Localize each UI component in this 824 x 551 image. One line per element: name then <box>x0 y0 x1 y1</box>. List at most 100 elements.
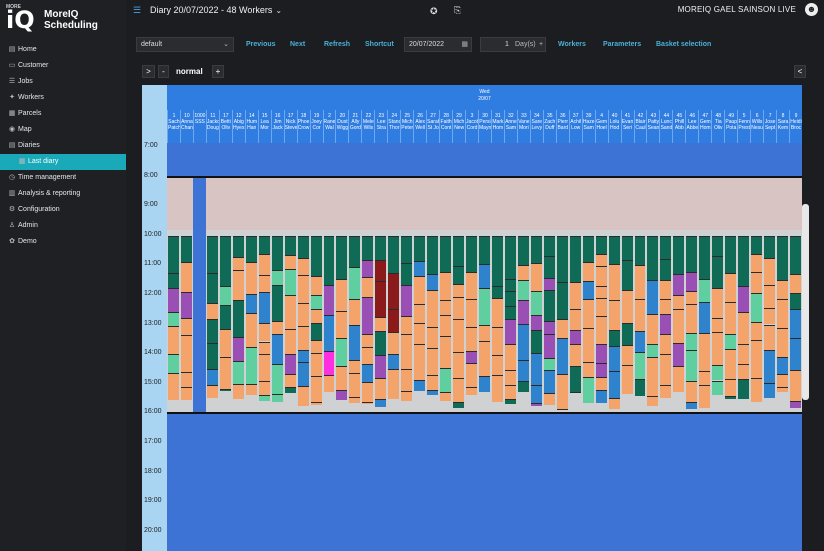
job-block[interactable] <box>660 298 672 315</box>
worker-column[interactable] <box>607 143 621 551</box>
job-block[interactable] <box>401 263 413 285</box>
job-block[interactable] <box>245 235 257 262</box>
job-block[interactable] <box>790 337 801 371</box>
sidebar-item-map[interactable]: ◉ Map <box>0 122 126 138</box>
job-block[interactable] <box>323 350 335 375</box>
sidebar-item-customer[interactable]: ▭ Customer <box>0 58 126 74</box>
job-block[interactable] <box>375 377 387 399</box>
job-block[interactable] <box>245 347 257 384</box>
job-block[interactable] <box>479 341 490 376</box>
job-block[interactable] <box>504 319 516 345</box>
job-block[interactable] <box>595 285 607 299</box>
job-block[interactable] <box>725 272 737 303</box>
job-block[interactable] <box>310 295 322 310</box>
job-block[interactable] <box>414 323 426 344</box>
job-block[interactable] <box>712 332 724 366</box>
job-block[interactable] <box>388 369 400 400</box>
job-block[interactable] <box>297 386 309 407</box>
job-block[interactable] <box>569 329 581 345</box>
job-block[interactable] <box>530 329 542 353</box>
worker-header[interactable]: 47 Gem Hom <box>698 110 711 143</box>
collapse-panel-button[interactable]: < <box>794 65 806 78</box>
job-block[interactable] <box>284 254 296 269</box>
job-block[interactable] <box>738 344 750 364</box>
job-block[interactable] <box>543 255 555 279</box>
job-block[interactable] <box>517 380 529 393</box>
job-block[interactable] <box>427 374 439 390</box>
job-block[interactable] <box>569 344 581 367</box>
worker-header[interactable]: 22 Mele Wils <box>361 110 374 143</box>
sidebar-item-configuration[interactable]: ⚙ Configuration <box>0 202 126 218</box>
worker-header[interactable]: 18 Phoe Crow <box>296 110 310 143</box>
job-block[interactable] <box>660 258 672 281</box>
worker-header[interactable]: 30 Persi Mayn <box>478 110 491 143</box>
job-block[interactable] <box>427 235 439 275</box>
job-block[interactable] <box>414 276 426 304</box>
job-block[interactable] <box>168 372 179 400</box>
job-block[interactable] <box>699 301 711 333</box>
job-block[interactable] <box>582 262 594 281</box>
worker-column[interactable] <box>452 143 466 551</box>
worker-header[interactable]: 31 Mark Hom <box>490 110 504 143</box>
job-block[interactable] <box>790 308 801 338</box>
job-block[interactable] <box>258 292 270 323</box>
job-block[interactable] <box>258 235 270 255</box>
job-block[interactable] <box>232 256 244 270</box>
job-block[interactable] <box>647 395 659 407</box>
job-block[interactable] <box>790 400 801 408</box>
worker-header[interactable]: 1000 SSS <box>192 110 206 143</box>
job-block[interactable] <box>777 357 789 375</box>
worker-column[interactable] <box>167 143 180 551</box>
job-block[interactable] <box>517 235 529 266</box>
job-block[interactable] <box>310 276 322 296</box>
job-block[interactable] <box>310 235 322 277</box>
job-block[interactable] <box>738 235 750 286</box>
job-block[interactable] <box>504 384 516 399</box>
job-block[interactable] <box>232 299 244 338</box>
worker-header[interactable]: 4 Gem Hoel <box>594 110 608 143</box>
job-block[interactable] <box>440 300 452 315</box>
job-block[interactable] <box>440 272 452 301</box>
workers-button[interactable]: Workers <box>558 41 586 48</box>
job-block[interactable] <box>375 355 387 378</box>
worker-column[interactable] <box>335 143 349 551</box>
job-block[interactable] <box>479 264 490 288</box>
worker-column[interactable] <box>698 143 712 551</box>
job-block[interactable] <box>168 235 179 274</box>
worker-column[interactable] <box>296 143 310 551</box>
job-block[interactable] <box>673 365 685 392</box>
job-block[interactable] <box>258 274 270 293</box>
worker-column[interactable] <box>218 143 232 551</box>
job-block[interactable] <box>206 342 218 370</box>
job-block[interactable] <box>362 363 374 382</box>
worker-header[interactable]: 17 Betti Oliv <box>218 110 232 143</box>
job-block[interactable] <box>258 254 270 275</box>
job-block[interactable] <box>297 362 309 387</box>
job-block[interactable] <box>634 264 646 299</box>
worker-header[interactable]: 3Jacob Cord <box>465 110 478 143</box>
job-block[interactable] <box>168 312 179 326</box>
worker-header[interactable]: 24 Stand Thor <box>387 110 400 143</box>
job-block[interactable] <box>556 374 568 410</box>
job-block[interactable] <box>271 393 283 402</box>
job-block[interactable] <box>595 376 607 390</box>
worker-header[interactable]: 40 Lolu Hod <box>607 110 621 143</box>
job-block[interactable] <box>673 274 685 296</box>
worker-column[interactable] <box>737 143 751 551</box>
job-block[interactable] <box>686 333 698 351</box>
job-block[interactable] <box>284 268 296 296</box>
job-block[interactable] <box>491 326 503 356</box>
worker-column[interactable] <box>776 143 790 551</box>
job-block[interactable] <box>595 298 607 316</box>
job-block[interactable] <box>180 261 192 292</box>
job-block[interactable] <box>530 290 542 315</box>
worker-header[interactable]: 2 Rane Wal <box>322 110 335 143</box>
worker-column[interactable] <box>205 143 219 551</box>
job-block[interactable] <box>271 364 283 394</box>
job-block[interactable] <box>504 290 516 306</box>
worker-column[interactable] <box>283 143 297 551</box>
job-block[interactable] <box>245 383 257 396</box>
job-block[interactable] <box>284 329 296 355</box>
job-block[interactable] <box>582 280 594 299</box>
worker-header[interactable]: 10 Anna Chan <box>179 110 193 143</box>
